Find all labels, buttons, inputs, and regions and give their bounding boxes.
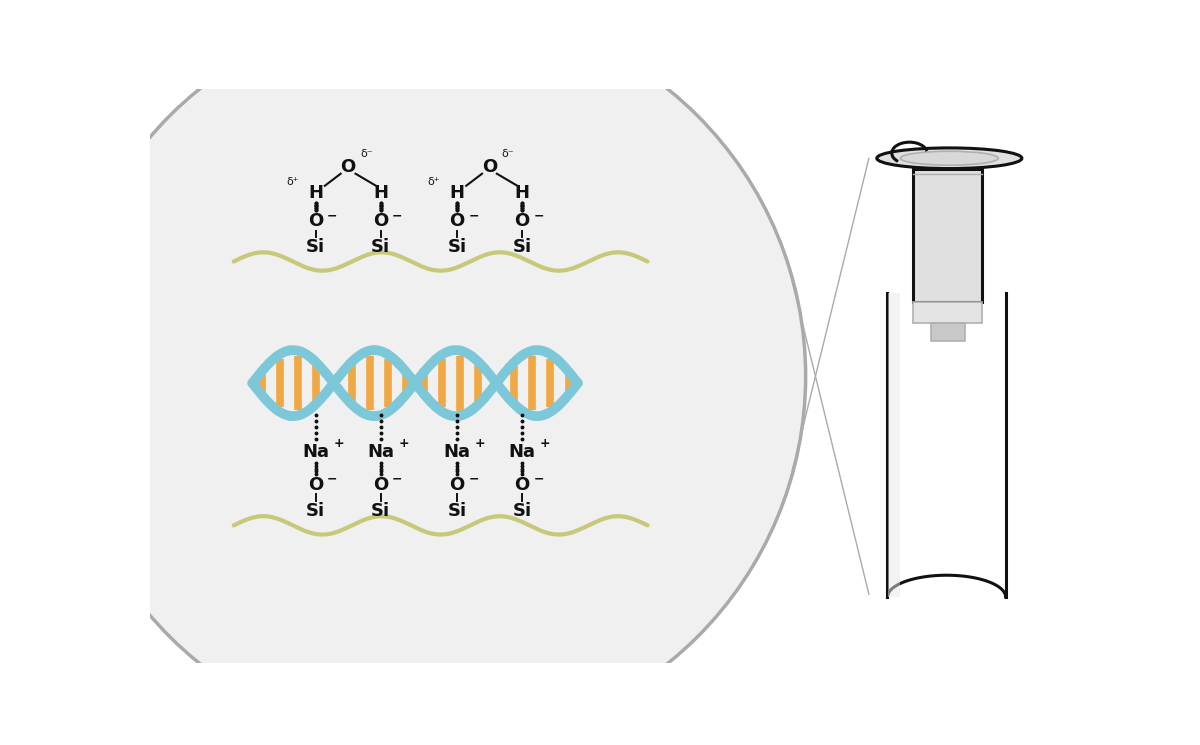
Text: −: − — [328, 473, 337, 486]
Text: −: − — [468, 473, 479, 486]
Text: δ⁺: δ⁺ — [286, 177, 299, 187]
Text: O: O — [515, 212, 529, 230]
Text: −: − — [392, 473, 403, 486]
Text: H: H — [515, 184, 529, 202]
Text: δ⁻: δ⁻ — [360, 149, 373, 159]
Text: δ⁺: δ⁺ — [427, 177, 440, 187]
Polygon shape — [888, 293, 1006, 597]
Ellipse shape — [877, 148, 1022, 168]
Text: Na: Na — [509, 443, 535, 461]
Text: Si: Si — [512, 502, 532, 520]
Ellipse shape — [61, 7, 805, 745]
Text: Na: Na — [367, 443, 394, 461]
Polygon shape — [931, 323, 965, 340]
Ellipse shape — [900, 151, 998, 165]
Text: O: O — [482, 158, 497, 176]
Text: −: − — [328, 209, 337, 222]
Text: Si: Si — [306, 238, 325, 256]
Text: −: − — [534, 473, 544, 486]
Text: O: O — [515, 476, 529, 494]
Text: H: H — [450, 184, 464, 202]
Text: −: − — [392, 209, 403, 222]
Text: Si: Si — [512, 238, 532, 256]
Text: O: O — [373, 476, 389, 494]
Text: O: O — [373, 212, 389, 230]
Text: O: O — [449, 476, 464, 494]
Text: Na: Na — [444, 443, 470, 461]
Text: +: + — [475, 437, 486, 450]
Text: O: O — [341, 158, 355, 176]
Text: O: O — [308, 476, 323, 494]
Polygon shape — [912, 302, 983, 323]
Text: Si: Si — [371, 502, 390, 520]
Text: Si: Si — [371, 238, 390, 256]
Text: H: H — [373, 184, 388, 202]
Text: δ⁻: δ⁻ — [502, 149, 515, 159]
Text: O: O — [308, 212, 323, 230]
Text: +: + — [540, 437, 551, 450]
Text: O: O — [449, 212, 464, 230]
Polygon shape — [912, 168, 983, 302]
Text: Si: Si — [306, 502, 325, 520]
Text: −: − — [534, 209, 544, 222]
Text: +: + — [398, 437, 409, 450]
Text: −: − — [468, 209, 479, 222]
Text: H: H — [308, 184, 323, 202]
Text: Na: Na — [302, 443, 329, 461]
Text: +: + — [334, 437, 344, 450]
Text: Si: Si — [448, 502, 467, 520]
Text: Si: Si — [448, 238, 467, 256]
